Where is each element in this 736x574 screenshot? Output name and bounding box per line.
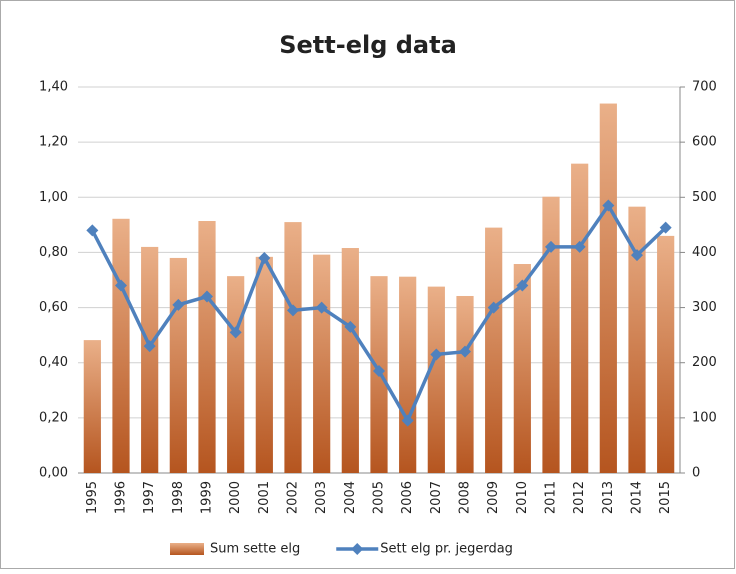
line-marker bbox=[344, 320, 357, 333]
x-tick-label: 1996 bbox=[114, 481, 129, 514]
bar bbox=[571, 163, 589, 474]
y-tick-label: 1,00 bbox=[39, 190, 68, 205]
x-tick-label: 2000 bbox=[228, 481, 243, 514]
x-tick-label: 2012 bbox=[572, 481, 587, 514]
legend-swatch bbox=[170, 543, 204, 555]
line-marker bbox=[430, 348, 443, 361]
bar bbox=[427, 286, 445, 473]
legend-label: Sett elg pr. jegerdag bbox=[380, 542, 513, 557]
y2-tick-label: 400 bbox=[692, 245, 717, 260]
bar bbox=[399, 276, 417, 473]
bar bbox=[542, 196, 560, 473]
x-tick-label: 1998 bbox=[171, 481, 186, 514]
x-tick-label: 1997 bbox=[142, 481, 157, 514]
y2-tick-label: 500 bbox=[692, 190, 717, 205]
x-tick-label: 2002 bbox=[286, 481, 301, 514]
line-marker bbox=[287, 304, 299, 317]
x-tick-label: 1999 bbox=[200, 481, 215, 514]
bar bbox=[169, 257, 187, 473]
y2-tick-label: 200 bbox=[692, 355, 717, 370]
bar bbox=[284, 222, 302, 473]
x-tick-label: 2004 bbox=[343, 481, 358, 514]
y2-tick-label: 700 bbox=[692, 80, 717, 95]
bar bbox=[341, 248, 359, 473]
y2-tick-label: 100 bbox=[692, 410, 717, 425]
x-tick-label: 2006 bbox=[400, 481, 415, 514]
y-tick-label: 0,00 bbox=[39, 466, 68, 481]
line-marker bbox=[659, 221, 672, 234]
x-tick-label: 2005 bbox=[372, 481, 387, 514]
y-tick-label: 0,20 bbox=[39, 410, 68, 425]
line-marker bbox=[258, 251, 271, 264]
y-tick-label: 0,40 bbox=[39, 355, 68, 370]
y-tick-label: 0,60 bbox=[39, 300, 68, 315]
line-marker bbox=[201, 290, 213, 303]
line-marker bbox=[516, 279, 529, 292]
line-marker bbox=[573, 240, 586, 253]
legend-marker bbox=[351, 543, 364, 555]
y-tick-label: 1,40 bbox=[39, 80, 68, 95]
line-marker bbox=[86, 224, 99, 237]
bar bbox=[112, 218, 130, 473]
x-tick-label: 2001 bbox=[257, 481, 272, 514]
bar bbox=[513, 264, 531, 473]
bar bbox=[227, 276, 245, 473]
line-marker bbox=[487, 301, 500, 314]
bar bbox=[628, 206, 646, 473]
line-marker bbox=[315, 301, 328, 314]
y-tick-label: 1,20 bbox=[39, 135, 68, 150]
bar bbox=[456, 295, 474, 473]
x-tick-label: 1995 bbox=[85, 481, 100, 514]
x-tick-label: 2013 bbox=[601, 481, 616, 514]
legend-label: Sum sette elg bbox=[210, 542, 300, 557]
x-tick-label: 2010 bbox=[515, 481, 530, 514]
line-marker bbox=[459, 345, 471, 358]
bar bbox=[657, 235, 675, 473]
x-tick-label: 2003 bbox=[314, 481, 329, 514]
line-marker bbox=[115, 279, 127, 292]
x-tick-label: 2011 bbox=[544, 481, 559, 514]
line-marker bbox=[172, 298, 185, 311]
y2-tick-label: 0 bbox=[692, 466, 700, 481]
x-tick-label: 2007 bbox=[429, 481, 444, 514]
y-tick-label: 0,80 bbox=[39, 245, 68, 260]
line-marker bbox=[602, 199, 615, 212]
bar bbox=[198, 220, 216, 473]
chart-title: Sett-elg data bbox=[279, 31, 457, 59]
bar bbox=[313, 254, 331, 473]
y2-tick-label: 300 bbox=[692, 300, 717, 315]
bar bbox=[255, 256, 273, 473]
x-tick-label: 2014 bbox=[630, 481, 645, 514]
line-marker bbox=[229, 326, 242, 339]
line-marker bbox=[373, 364, 385, 377]
line-marker bbox=[545, 240, 557, 253]
bar bbox=[83, 340, 101, 473]
x-tick-label: 2015 bbox=[658, 481, 673, 514]
x-tick-label: 2008 bbox=[458, 481, 473, 514]
line-marker bbox=[631, 249, 643, 262]
line-marker bbox=[401, 414, 414, 427]
x-tick-label: 2009 bbox=[486, 481, 501, 514]
line-marker bbox=[143, 340, 156, 353]
bar bbox=[141, 246, 159, 473]
y2-tick-label: 600 bbox=[692, 135, 717, 150]
bar bbox=[485, 227, 503, 473]
bar bbox=[599, 103, 617, 474]
